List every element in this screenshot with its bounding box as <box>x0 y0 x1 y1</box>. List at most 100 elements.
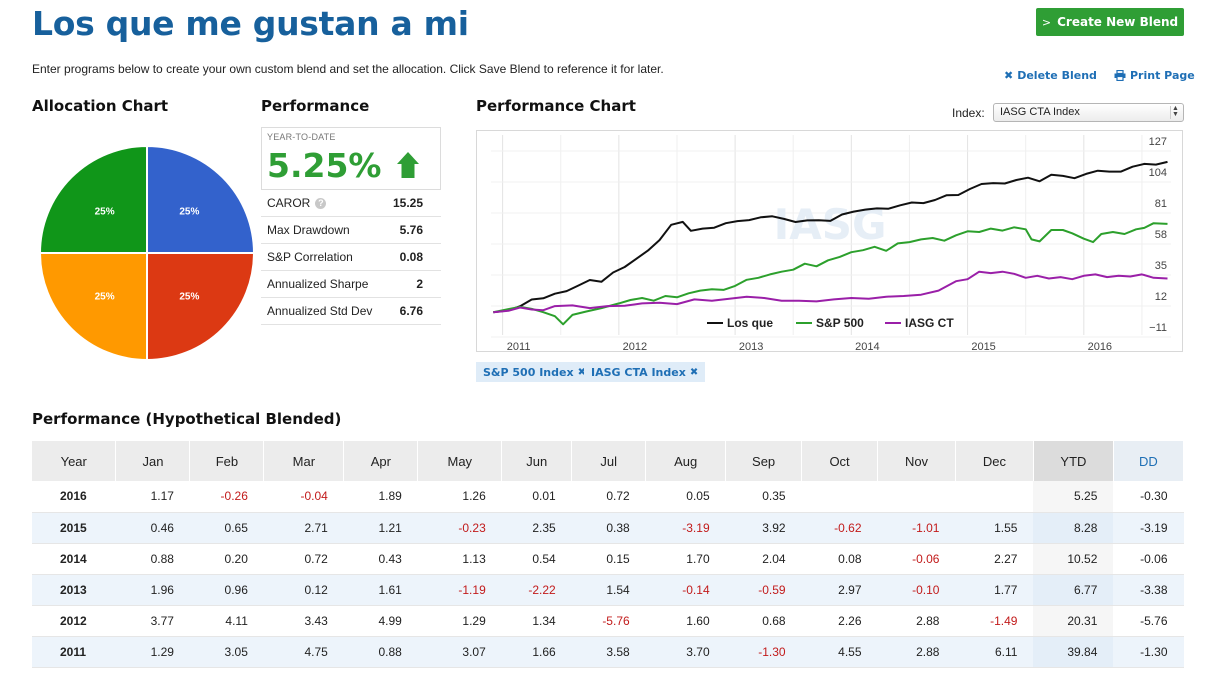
value-cell: 3.07 <box>417 636 502 668</box>
arrow-up-icon <box>397 152 419 178</box>
value-cell: -5.76 <box>1113 605 1184 637</box>
value-cell: 4.11 <box>189 605 264 637</box>
pie-slice <box>146 252 256 362</box>
value-cell: 0.38 <box>571 512 646 544</box>
value-cell: -3.38 <box>1113 574 1184 606</box>
value-cell: 4.75 <box>263 636 344 668</box>
sp500-index-tag[interactable]: S&P 500 Index ✖ <box>476 362 593 382</box>
column-header: Dec <box>955 441 1034 481</box>
sp500-index-tag-label: S&P 500 Index <box>483 365 574 379</box>
select-caret-icon: ▲ ▼ <box>1170 105 1180 119</box>
value-cell: -1.49 <box>955 605 1034 637</box>
value-cell: 3.05 <box>189 636 264 668</box>
value-cell: -0.23 <box>417 512 502 544</box>
column-header: Jul <box>571 441 647 481</box>
remove-icon[interactable]: ✖ <box>577 366 586 378</box>
value-cell: 1.17 <box>115 481 190 513</box>
value-cell: 3.58 <box>571 636 646 668</box>
column-header: May <box>417 441 503 481</box>
pie-slice-label: 25% <box>95 207 115 218</box>
help-icon[interactable]: ? <box>315 198 327 210</box>
pie-slice-label: 25% <box>179 207 199 218</box>
metric-value: 6.76 <box>399 304 423 318</box>
watermark-logo: IASG <box>774 200 887 249</box>
value-cell: -5.76 <box>571 605 646 637</box>
table-row: 2014 0.88 0.20 0.72 0.43 1.13 0.54 0.15 1.70 2.04… <box>32 543 1184 575</box>
value-cell: -0.59 <box>725 574 802 606</box>
value-cell: -2.22 <box>501 574 572 606</box>
column-header: YTD <box>1033 441 1114 481</box>
column-header: Oct <box>801 441 879 481</box>
value-cell: 1.13 <box>417 543 502 575</box>
metric-value: 2 <box>416 277 423 291</box>
value-cell: 1.61 <box>343 574 418 606</box>
value-cell: 20.31 <box>1033 605 1114 637</box>
pie-slice <box>38 144 148 254</box>
create-new-blend-button[interactable]: > Create New Blend <box>1036 8 1184 36</box>
legend-label: IASG CT <box>905 316 954 330</box>
print-page-link[interactable]: Print Page <box>1114 69 1195 82</box>
chevron-right-icon: > <box>1041 15 1052 29</box>
table-row: 2015 0.46 0.65 2.71 1.21 -0.23 2.35 0.38 -3.19 3.… <box>32 512 1184 544</box>
value-cell: 0.15 <box>571 543 646 575</box>
value-cell: -0.06 <box>1113 543 1184 575</box>
ytd-label: YEAR-TO-DATE <box>267 132 336 142</box>
value-cell: 1.77 <box>955 574 1034 606</box>
remove-icon[interactable]: ✖ <box>689 366 699 378</box>
x-tick-label: 2011 <box>507 341 531 351</box>
iasg-cta-index-tag-label: IASG CTA Index <box>591 365 686 379</box>
column-header: Sep <box>725 441 803 481</box>
create-new-blend-label: Create New Blend <box>1057 15 1179 29</box>
allocation-pie-chart: 25% 25% 25% 25% <box>38 144 256 362</box>
legend-label: S&P 500 <box>816 316 864 330</box>
value-cell: 8.28 <box>1033 512 1114 544</box>
metrics-list: CAROR? 15.25 Max Drawdown 5.76 S&P Correlati… <box>261 190 441 325</box>
value-cell: 1.29 <box>417 605 502 637</box>
value-cell: 1.55 <box>955 512 1034 544</box>
blended-performance-title: Performance (Hypothetical Blended) <box>32 410 342 428</box>
value-cell: 0.01 <box>501 481 572 513</box>
delete-blend-link[interactable]: ✖ Delete Blend <box>1004 69 1097 82</box>
value-cell: -0.30 <box>1113 481 1184 513</box>
value-cell: 2.26 <box>801 605 878 637</box>
year-cell: 2014 <box>32 543 116 575</box>
value-cell <box>955 481 1034 513</box>
value-cell: 0.12 <box>263 574 344 606</box>
year-cell: 2011 <box>32 636 116 668</box>
metric-row: S&P Correlation 0.08 <box>261 244 441 271</box>
iasg-cta-index-tag[interactable]: IASG CTA Index ✖ <box>584 362 706 382</box>
close-icon: ✖ <box>1004 69 1014 82</box>
value-cell: 0.05 <box>645 481 726 513</box>
series-line <box>493 222 1168 326</box>
table-row: 2011 1.29 3.05 4.75 0.88 3.07 1.66 3.58 3.70 -1.3… <box>32 636 1184 668</box>
value-cell: 0.68 <box>725 605 802 637</box>
value-cell: 1.96 <box>115 574 190 606</box>
metric-row: Max Drawdown 5.76 <box>261 217 441 244</box>
pie-slice-label: 25% <box>95 291 115 302</box>
value-cell: 2.88 <box>877 636 956 668</box>
value-cell: 3.43 <box>263 605 344 637</box>
y-tick-label: 35 <box>1155 260 1167 272</box>
value-cell: 6.11 <box>955 636 1034 668</box>
value-cell: 2.88 <box>877 605 956 637</box>
value-cell: 2.27 <box>955 543 1034 575</box>
value-cell: -0.06 <box>877 543 956 575</box>
delete-blend-label: Delete Blend <box>1017 69 1097 82</box>
value-cell: 1.21 <box>343 512 418 544</box>
metric-label: Annualized Std Dev <box>267 304 373 318</box>
column-header: Feb <box>189 441 265 481</box>
allocation-chart-title: Allocation Chart <box>32 97 169 115</box>
printer-icon <box>1114 70 1126 81</box>
pie-slice <box>146 144 256 254</box>
value-cell: 2.97 <box>801 574 878 606</box>
value-cell: 0.54 <box>501 543 572 575</box>
value-cell: -1.30 <box>1113 636 1184 668</box>
index-selected-value: IASG CTA Index <box>1000 106 1080 118</box>
column-header: Mar <box>263 441 345 481</box>
column-header[interactable]: DD <box>1113 441 1185 481</box>
value-cell: 0.88 <box>343 636 418 668</box>
index-select[interactable]: IASG CTA Index ▲ ▼ <box>993 103 1184 122</box>
column-header: Apr <box>343 441 419 481</box>
value-cell: -0.10 <box>877 574 956 606</box>
table-row: 2016 1.17 -0.26 -0.04 1.89 1.26 0.01 0.72 0.05 0.… <box>32 481 1184 513</box>
